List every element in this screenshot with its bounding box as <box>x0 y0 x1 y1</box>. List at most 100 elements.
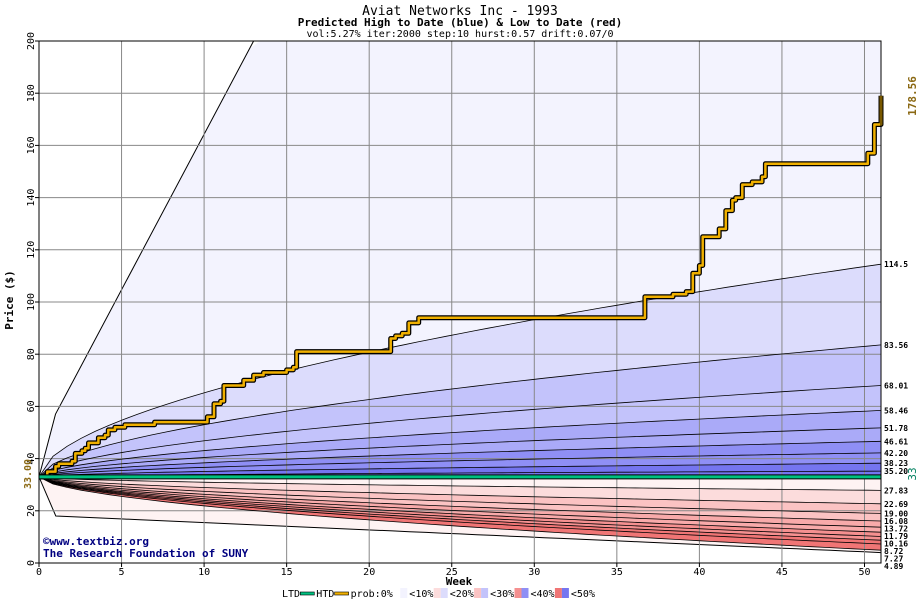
legend-ltd-swatch <box>299 591 315 596</box>
low-band-1 <box>39 476 881 504</box>
quantile-line <box>38 476 882 541</box>
bound-curves <box>38 40 882 554</box>
quantile-line <box>38 476 882 522</box>
chart-subtitle: Predicted High to Date (blue) & Low to D… <box>298 16 623 29</box>
chart-params: vol:5.27% iter:2000 step:10 hurst:0.57 d… <box>306 29 613 40</box>
y-tick-label: 80 <box>26 348 37 360</box>
low-band-6 <box>39 476 881 537</box>
current-value-label: 33 <box>906 467 919 480</box>
low-band-3 <box>39 476 881 521</box>
low-band-9 <box>39 476 881 551</box>
y-tick-label: 0 <box>26 560 37 566</box>
legend-low-swatch <box>433 588 441 598</box>
legend-prob-label: prob:0% <box>351 589 393 600</box>
x-tick-label: 0 <box>36 567 42 578</box>
legend-htd-swatch <box>334 591 349 596</box>
legend-low-swatch <box>474 588 482 598</box>
chart-title: Aviat Networks Inc - 1993 <box>362 4 558 19</box>
quantile-end-label: 114.5 <box>884 260 908 269</box>
x-axis-label: Week <box>446 575 473 588</box>
legend-high-swatch <box>481 588 489 598</box>
y-tick-labels: 0 20 40 60 80 100 120 140 160 180 200 <box>26 32 37 566</box>
quantile-lines <box>38 263 882 551</box>
quantile-line <box>38 476 882 537</box>
high-band-2 <box>39 344 881 477</box>
quantile-end-label: 4.89 <box>884 562 903 571</box>
quantile-line <box>38 410 882 478</box>
y-tick-label: 180 <box>26 84 37 102</box>
legend-ltd-label: LTD <box>282 589 300 600</box>
quantile-line <box>38 462 882 478</box>
x-tick-label: 50 <box>858 567 870 578</box>
x-tick-labels: 0 5 10 15 20 25 30 35 40 45 50 <box>36 567 871 578</box>
axes <box>35 40 882 567</box>
x-tick-label: 10 <box>198 567 210 578</box>
legend: LTD HTD prob:0% <10% <20% <30% <40% <50% <box>282 588 595 600</box>
high-band-3 <box>39 385 881 477</box>
legend-band-label: <50% <box>571 589 595 600</box>
series-lines <box>39 95 884 480</box>
x-tick-label: 20 <box>363 567 375 578</box>
quantile-end-label: 68.01 <box>884 381 908 390</box>
x-tick-label: 15 <box>281 567 293 578</box>
max-value-label: 178.56 <box>906 76 919 116</box>
quantile-end-labels: 114.5 83.56 68.01 58.46 51.78 46.61 42.2038.23… <box>884 260 908 571</box>
x-tick-label: 35 <box>611 567 623 578</box>
quantile-line <box>38 263 882 478</box>
quantile-line <box>38 452 882 478</box>
legend-band-label: <40% <box>531 589 555 600</box>
lower-bound-line <box>38 476 882 554</box>
credit-url: ©www.textbiz.org <box>43 535 149 548</box>
quantile-end-label: 19.00 <box>884 509 908 518</box>
legend-high-swatch <box>561 588 569 598</box>
legend-high-swatch <box>440 588 448 598</box>
x-tick-label: 25 <box>446 567 458 578</box>
low-band-last <box>39 476 881 553</box>
legend-band-label: <20% <box>450 589 474 600</box>
quantile-end-label: 35.20 <box>884 467 908 476</box>
quantile-line <box>38 476 882 545</box>
y-tick-label: 40 <box>26 453 37 465</box>
quantile-end-label: 16.08 <box>884 517 908 526</box>
y-tick-label: 120 <box>26 241 37 259</box>
high-band-0 <box>39 41 881 477</box>
quantile-end-label: 7.27 <box>884 555 903 564</box>
legend-low-swatch <box>554 588 562 598</box>
quantile-line <box>38 344 882 478</box>
quantile-end-label: 13.72 <box>884 525 908 534</box>
quantile-end-label: 51.78 <box>884 424 908 433</box>
quantile-line <box>38 476 882 551</box>
y-tick-label: 60 <box>26 400 37 412</box>
quantile-line <box>38 385 882 478</box>
upper-bound-line <box>38 40 255 478</box>
x-tick-label: 45 <box>776 567 788 578</box>
legend-band-label: <30% <box>490 589 514 600</box>
high-band-1 <box>39 264 881 477</box>
low-band-5 <box>39 476 881 533</box>
y-tick-label: 20 <box>26 505 37 517</box>
y-axis-label: Price ($) <box>3 270 16 330</box>
legend-low-swatch <box>393 588 401 598</box>
low-band-7 <box>39 476 881 541</box>
quantile-end-label: 46.61 <box>884 437 908 446</box>
quantile-end-label: 8.72 <box>884 547 903 556</box>
legend-high-swatch <box>400 588 408 598</box>
low-band-8 <box>39 476 881 544</box>
quantile-end-label: 22.69 <box>884 500 908 509</box>
high-band-8 <box>39 463 881 477</box>
y-tick-label: 160 <box>26 136 37 154</box>
y-tick-label: 140 <box>26 189 37 207</box>
quantile-end-label: 27.83 <box>884 486 908 495</box>
quantile-line <box>38 476 882 505</box>
legend-band-label: <10% <box>409 589 433 600</box>
low-band-0 <box>39 476 881 491</box>
credit-org: The Research Foundation of SUNY <box>43 547 249 560</box>
legend-low-swatch <box>514 588 522 598</box>
x-tick-label: 5 <box>119 567 125 578</box>
quantile-end-label: 83.56 <box>884 341 908 350</box>
quantile-end-label: 38.23 <box>884 459 908 468</box>
x-tick-label: 30 <box>528 567 540 578</box>
quantile-line <box>38 427 882 478</box>
htd-line <box>39 95 883 479</box>
quantile-end-label: 11.79 <box>884 532 908 541</box>
